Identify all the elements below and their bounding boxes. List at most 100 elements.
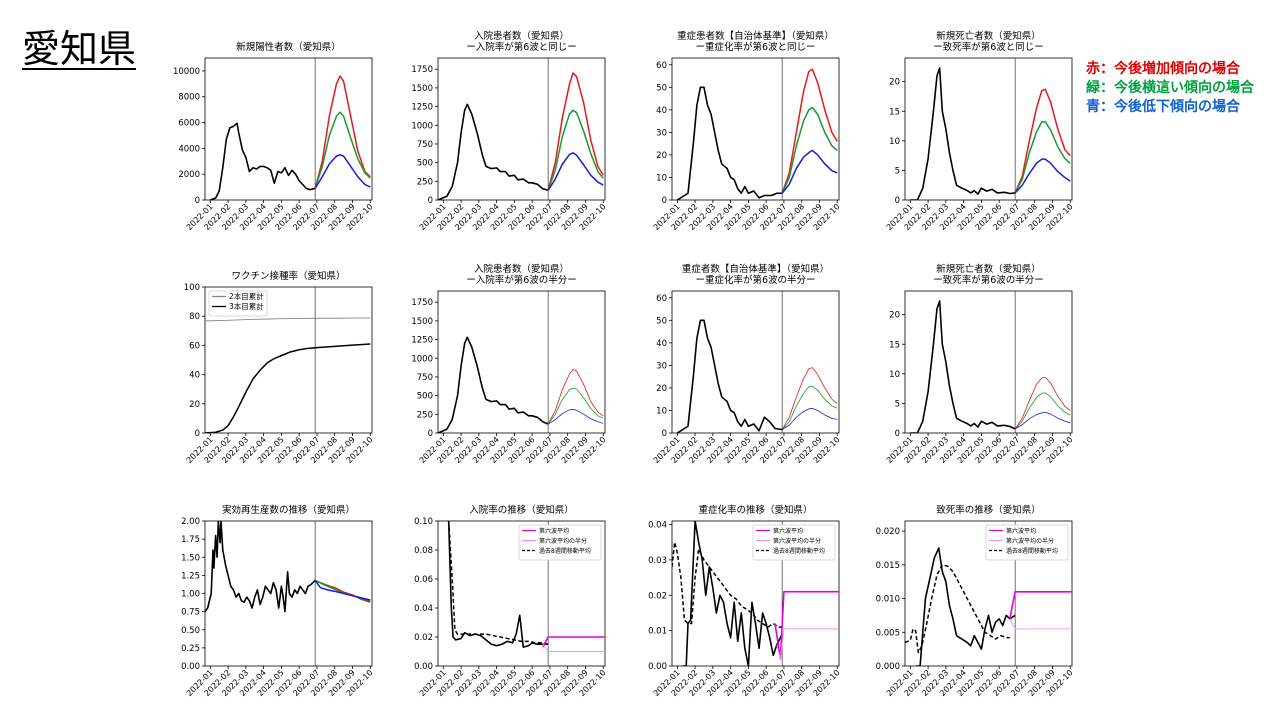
y-tick-label: 0.04 — [648, 521, 667, 531]
chart-title: ー入院率が第6波と同じー — [466, 42, 577, 53]
legend-note-blue: 青：今後低下傾向の場合 — [1086, 99, 1240, 115]
y-tick-label: 0.10 — [414, 517, 433, 527]
legend-note-green: 緑：今後横這い傾向の場合 — [1086, 80, 1254, 96]
series-line-increase — [547, 369, 604, 425]
plot-frame — [204, 286, 373, 434]
series-group — [210, 75, 371, 200]
y-tick-label: 40 — [656, 339, 667, 349]
chart-svg: 0204060801002022-012022-022022-032022-04… — [184, 283, 375, 465]
y-tick-label: 1500 — [411, 317, 433, 327]
chart-title: 新規死亡者数（愛知県） — [936, 264, 1041, 275]
chart-svg: 01020304050602022-012022-022022-032022-0… — [652, 57, 842, 232]
y-tick-label: 50 — [656, 316, 667, 326]
y-tick-label: 20 — [889, 311, 900, 321]
y-tick-label: 0.020 — [876, 527, 900, 537]
chart-panel-hosp_half: 入院患者数（愛知県） ー入院率が第6波の半分ー 0 250 500 750 1000 1250… — [411, 264, 608, 477]
y-tick-label: 5 — [895, 166, 900, 176]
chart-title: 実効再生産数の推移（愛知県） — [221, 505, 355, 516]
plot-frame — [671, 520, 840, 667]
plot-frame — [437, 57, 606, 201]
y-tick-label: 0 — [428, 429, 433, 439]
series-line-moving_avg — [905, 564, 1010, 654]
y-tick-label: 1250 — [411, 336, 433, 346]
y-tick-label: 50 — [656, 83, 667, 93]
y-tick-label: 0.00 — [414, 662, 433, 672]
legend-label: 第六波平均 — [773, 527, 803, 535]
legend-label: 過去8週間移動平均 — [773, 547, 825, 555]
y-tick-label: 0.08 — [414, 546, 433, 556]
series-group — [672, 521, 839, 666]
plot-frame — [437, 520, 606, 667]
y-tick-label: 40 — [656, 106, 667, 116]
y-tick-label: 10 — [889, 370, 900, 380]
y-tick-label: 1000 — [411, 121, 433, 131]
plot-frame — [204, 57, 373, 201]
y-tick-label: 60 — [656, 61, 667, 71]
series-line-actual — [210, 122, 316, 200]
y-tick-label: 1250 — [411, 103, 433, 113]
chart-panel-death_rate: 致死率の推移（愛知県） 0.000 0.005 0.010 0.015 0.020 2022… — [876, 505, 1075, 710]
series-line-wave6_avg — [1009, 591, 1072, 619]
series-line-actual — [438, 336, 549, 433]
series-line-wave6_half — [542, 643, 605, 652]
chart-svg: 0.0000.0050.0100.0150.0202022-012022-022… — [876, 520, 1075, 698]
y-tick-label: 0 — [662, 196, 667, 206]
series-line-decrease — [1014, 158, 1071, 194]
y-tick-label: 60 — [189, 341, 200, 351]
series-line-decrease — [547, 409, 604, 425]
chart-title: 入院患者数（愛知県） — [473, 264, 569, 275]
series-group — [676, 68, 838, 200]
y-tick-label: 20 — [889, 78, 900, 88]
y-tick-label: 0.02 — [648, 591, 667, 601]
y-tick-label: 1.25 — [181, 571, 200, 581]
chart-panel-cases: 新規陽性者数（愛知県） 0 2000 4000 6000 8000 10000 2022-01… — [173, 42, 375, 244]
series-group — [910, 300, 1071, 433]
series-line-actual — [682, 521, 783, 666]
y-tick-label: 10 — [889, 137, 900, 147]
y-tick-label: 60 — [656, 294, 667, 304]
y-tick-label: 10 — [656, 406, 667, 416]
legend-label: 過去8週間移動平均 — [539, 547, 591, 555]
legend-label: 過去8週間移動平均 — [1006, 547, 1058, 555]
series-group — [205, 521, 371, 613]
series-line-actual — [676, 319, 783, 433]
series-line-moving_avg — [672, 541, 783, 628]
legend-label: 3本目累計 — [229, 301, 264, 311]
chart-panel-deaths_half: 新規死亡者数（愛知県） ー致死率が第6波の半分ー 0 5 10 15 20 2022-01 20… — [885, 264, 1075, 477]
chart-svg: 0.000.250.500.751.001.251.501.752.002022… — [181, 517, 375, 698]
y-tick-label: 0.50 — [181, 626, 200, 636]
legend-label: 第六波平均 — [1006, 527, 1036, 535]
plot-frame — [904, 520, 1073, 667]
y-tick-label: 0 — [195, 429, 200, 439]
plot-frame — [437, 290, 606, 434]
y-tick-label: 2000 — [178, 170, 200, 180]
chart-title: 致死率の推移（愛知県） — [936, 505, 1041, 516]
legend-label: 2本目累計 — [229, 291, 264, 301]
series-line-flat — [1014, 121, 1071, 194]
plot-frame — [671, 57, 840, 201]
y-tick-label: 750 — [417, 140, 433, 150]
series-group — [447, 521, 605, 652]
y-tick-label: 40 — [189, 371, 200, 381]
y-tick-label: 8000 — [178, 93, 200, 103]
y-tick-label: 0.00 — [648, 662, 667, 672]
y-tick-label: 0 — [895, 196, 900, 206]
series-group — [438, 72, 604, 200]
series-group — [910, 67, 1071, 200]
y-tick-label: 0.010 — [876, 595, 900, 605]
page-title: 愛知県 — [22, 27, 137, 71]
chart-panel-severe_same: 重症患者数【自治体基準】（愛知県） ー重症化率が第6波と同じー 0 10 20 30 40 5… — [652, 31, 842, 244]
series-line-actual — [910, 67, 1016, 200]
series-line-actual — [447, 521, 549, 648]
chart-title: 入院患者数（愛知県） — [473, 31, 569, 42]
series-line-moving_avg — [447, 521, 549, 645]
series-line-flat — [547, 109, 604, 191]
series-line-increase — [547, 72, 604, 191]
series-line-decrease — [547, 152, 604, 191]
series-line-actual — [205, 521, 316, 613]
y-tick-label: 0.00 — [181, 662, 200, 672]
y-tick-label: 0.015 — [876, 561, 900, 571]
chart-svg: 025050075010001250150017502022-012022-02… — [411, 290, 608, 465]
y-tick-label: 0.75 — [181, 608, 200, 618]
chart-svg: 051015202022-012022-022022-032022-042022… — [885, 57, 1075, 232]
